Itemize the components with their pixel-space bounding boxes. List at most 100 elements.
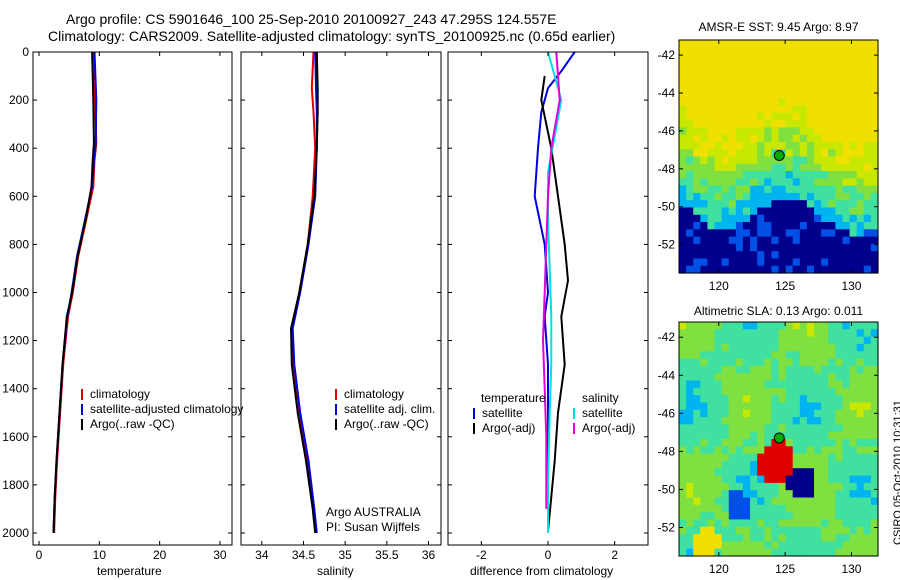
map-cell [757,395,765,404]
map-cell [870,105,879,114]
map-cell [686,207,694,216]
map-cell [707,358,716,367]
map-cell [721,192,730,201]
map-cell [686,380,694,389]
map-cell [721,40,730,48]
map-cell [863,251,872,260]
map-cell [750,69,758,78]
map-cell [863,439,872,447]
map-cell [679,265,687,274]
map-cell [792,534,801,542]
map-cell [750,417,758,425]
map-cell [742,47,751,56]
map-cell [764,40,772,48]
map-cell [679,460,687,469]
figure-title-line2: Climatology: CARS2009. Satellite-adjuste… [48,28,616,44]
map-cell [714,229,723,238]
map-cell [849,548,858,557]
map-cell [778,171,787,179]
map-frame [678,39,879,274]
map-cell [792,548,801,557]
map-cell [849,76,858,85]
map-cell [849,373,858,382]
x-tick-label: 35.5 [375,548,399,562]
map-cell [870,519,879,528]
map-cell [870,468,879,477]
map-cell [842,171,851,179]
map-cell [771,541,780,550]
map-cell [785,336,794,345]
map-cell [750,482,758,491]
map-cell [735,512,744,521]
map-cell [870,98,879,107]
map-cell [764,207,772,216]
map-cell [870,61,879,70]
map-cell [757,76,765,85]
map-cell [814,431,822,440]
map-cell [714,178,723,187]
map-cell [764,380,772,389]
map-cell [849,40,858,48]
map-cell [778,156,787,165]
map-cell [679,222,687,230]
map-cell [750,120,758,128]
map-cell [735,409,744,418]
map-y-tick-label: -52 [658,238,676,252]
map-cell [686,343,694,352]
map-cell [799,90,808,99]
map-cell [785,120,794,128]
map-cell [835,526,844,535]
map-cell [856,387,865,396]
map-cell [778,468,787,477]
map-cell [714,526,723,535]
map-cell [799,417,808,425]
map-cell [771,76,780,85]
map-cell [764,171,772,179]
map-cell [714,192,723,201]
map-cell [849,83,858,92]
map-cell [849,417,858,425]
map-cell [679,424,687,433]
map-cell [735,258,744,267]
map-cell [856,490,865,499]
map-cell [686,373,694,382]
map-cell [856,76,865,85]
map-cell [693,431,701,440]
map-cell [742,534,751,542]
map-cell [714,105,723,114]
map-cell [778,460,787,469]
map-cell [792,504,801,513]
map-cell [863,54,872,63]
map-cell [842,512,851,521]
map-cell [806,460,815,469]
map-cell [707,200,716,209]
map-cell [728,229,737,238]
map-cell [870,47,879,56]
map-cell [799,453,808,462]
map-cell [849,214,858,223]
map-cell [771,171,780,179]
map-cell [856,61,865,70]
map-cell [707,207,716,216]
map-cell [849,380,858,389]
map-cell [821,258,829,267]
map-cell [728,98,737,107]
map-cell [757,482,765,491]
map-cell [821,475,829,484]
map-cell [757,251,765,260]
map-cell [721,417,730,425]
map-cell [870,90,879,99]
map-cell [835,207,844,216]
map-cell [842,185,851,194]
map-cell [856,229,865,238]
map-cell [728,424,737,433]
map-cell [842,149,851,158]
map-cell [870,265,879,274]
map-cell [771,61,780,70]
map-cell [771,112,780,121]
map-cell [771,343,780,352]
map-cell [799,336,808,345]
map-cell [821,336,829,345]
series-line-difference-3 [541,51,561,509]
map-cell [686,222,694,230]
